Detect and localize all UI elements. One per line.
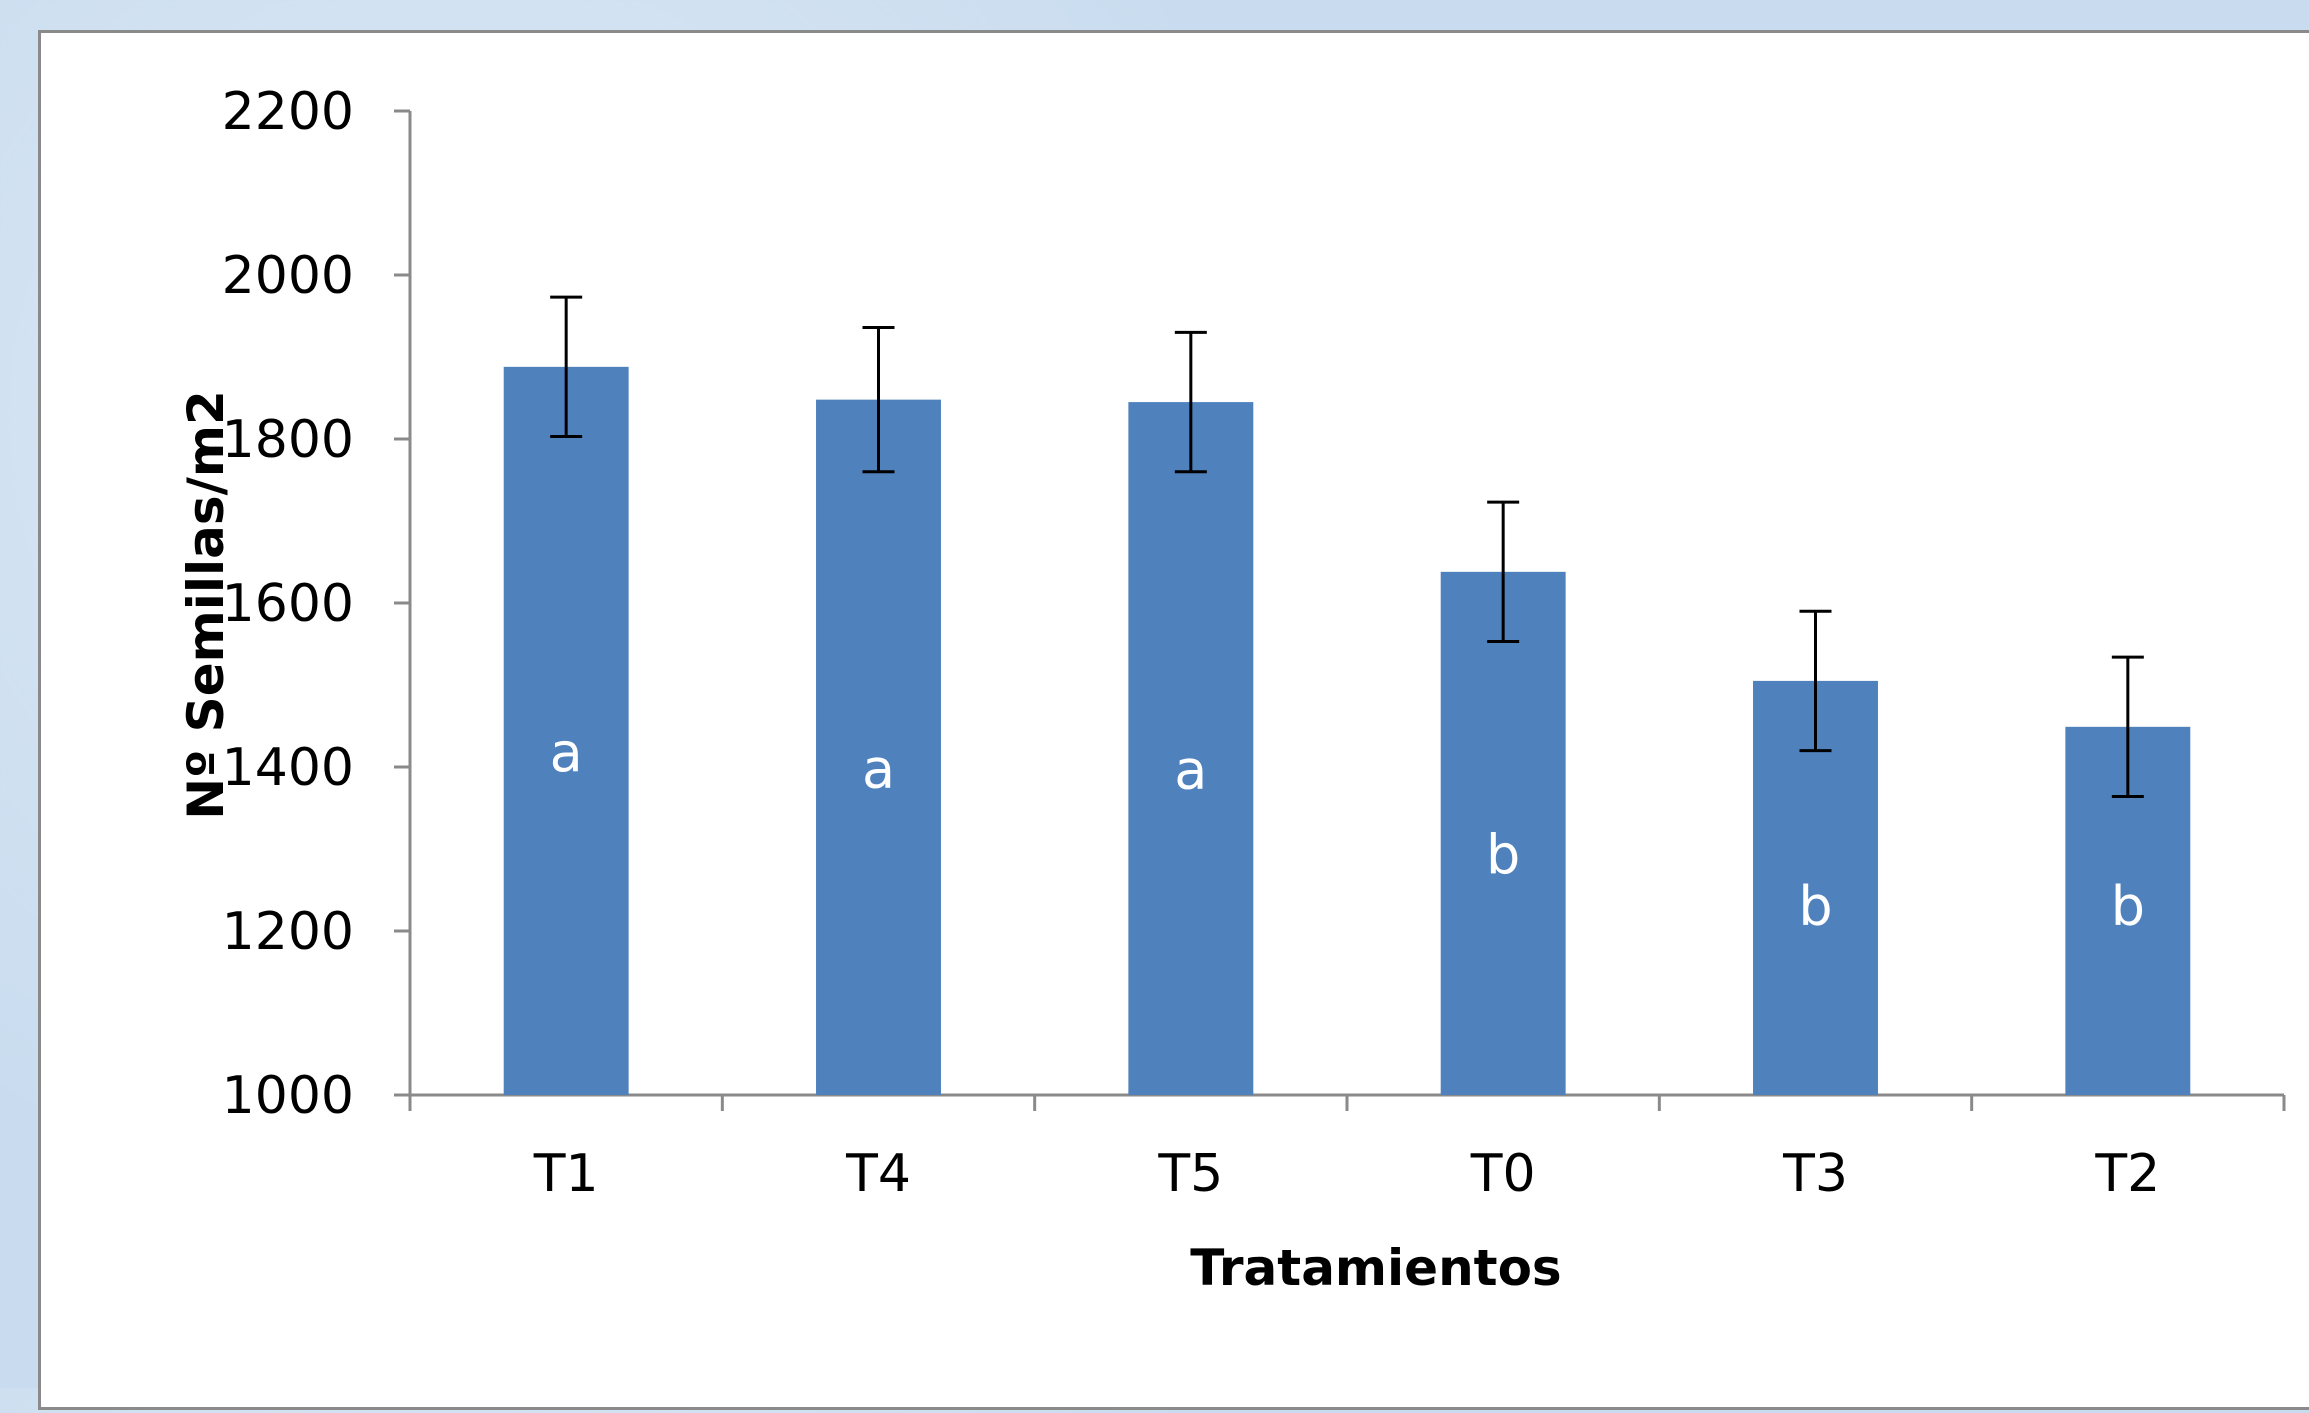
y-tick-label: 2000: [222, 246, 354, 306]
significance-letter: a: [1174, 739, 1207, 802]
y-axis-title: Nº Semillas/m2: [177, 390, 235, 820]
bar: [1128, 402, 1254, 1096]
y-tick-label: 1600: [222, 574, 354, 634]
y-tick-label: 1200: [222, 902, 354, 962]
error-bars: [550, 295, 2144, 799]
chart-frame: 1000 1200 1400 1600 1800 2000 2200 T1 T4 T5 T0 T3 T…: [38, 30, 2309, 1410]
bars: [503, 366, 2191, 1096]
x-category-label: T1: [533, 1144, 599, 1204]
significance-letter: a: [862, 737, 895, 800]
y-tick-label: 2200: [222, 82, 354, 142]
significance-letter: b: [1486, 823, 1520, 886]
x-category-label: T0: [1470, 1144, 1536, 1204]
x-category-label: T5: [1157, 1144, 1223, 1204]
y-tick-label: 1000: [222, 1066, 354, 1126]
x-axis-title: Tratamientos: [1190, 1239, 1561, 1297]
x-axis: T1 T4 T5 T0 T3 T2: [408, 1093, 2286, 1204]
significance-letter: b: [2111, 875, 2145, 938]
significance-letter: a: [550, 721, 583, 784]
bar: [1440, 571, 1566, 1095]
significance-letter: b: [1798, 875, 1832, 938]
x-category-label: T2: [2094, 1144, 2160, 1204]
y-tick-label: 1400: [222, 738, 354, 798]
x-category-label: T3: [1782, 1144, 1848, 1204]
significance-letters: a a a b b b: [550, 721, 2145, 938]
bar: [503, 366, 629, 1096]
y-tick-label: 1800: [222, 410, 354, 470]
x-category-label: T4: [845, 1144, 911, 1204]
y-axis: 1000 1200 1400 1600 1800 2000 2200: [222, 82, 412, 1126]
bar: [816, 399, 941, 1095]
